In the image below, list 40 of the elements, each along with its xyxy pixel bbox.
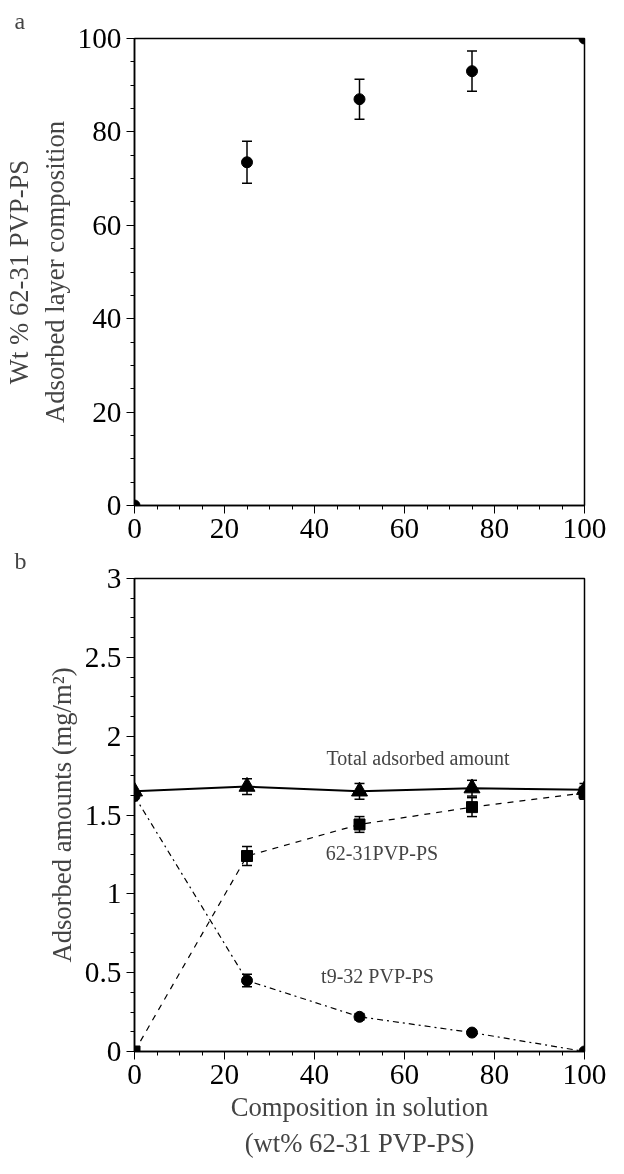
x-tick-label: 80 [479,511,510,544]
x-tick-label: 40 [299,511,330,544]
point [466,801,478,814]
y-tick-label: 0.5 [84,956,122,989]
x-tick-label: 60 [389,511,420,544]
y-tick-label: 1.5 [84,798,122,831]
point [466,1026,478,1039]
x-tick-label: 20 [209,511,240,544]
x-tick-label: 100 [562,511,607,544]
annotation: 62-31PVP-PS [325,841,439,864]
x-tick-label: 100 [562,1057,607,1090]
x-axis-title: Composition in solution (wt% 62-31 PVP-PS) [230,1091,489,1158]
x-tick-label: 0 [127,511,142,544]
y-tick-label: 40 [92,302,122,335]
x-tick-label: 80 [479,1057,510,1090]
point [466,65,478,78]
x-tick-label: 0 [127,1057,142,1090]
y-tick-label: 2 [106,719,122,752]
x-tick-label: 20 [209,1057,240,1090]
y-tick-label: 60 [92,208,122,241]
point [241,156,253,169]
text: a [14,7,26,34]
x-tick-label: 40 [299,1057,330,1090]
annotation: Total adsorbed amount [326,747,510,770]
text: b [14,547,27,574]
y-axis-title: Wt % 62-31 PVP-PS Adsorbed layer composition [3,120,70,424]
y-tick-label: 3 [106,562,122,594]
y-tick-label: 0 [106,489,122,521]
x-tick-label: 60 [389,1057,420,1090]
point [238,776,256,792]
point [241,849,253,862]
annotation: t9-32 PVP-PS [321,964,434,987]
y-tick-label: 20 [92,395,122,428]
y-tick-label: 80 [92,115,122,148]
y-tick-label: 1 [106,877,122,910]
y-tick-label: 100 [77,22,122,54]
point [353,93,366,106]
y-tick-label: 2.5 [84,640,122,673]
y-tick-label: 0 [106,1035,122,1067]
y-axis-title: Adsorbed amounts (mg/m²) [46,667,77,963]
